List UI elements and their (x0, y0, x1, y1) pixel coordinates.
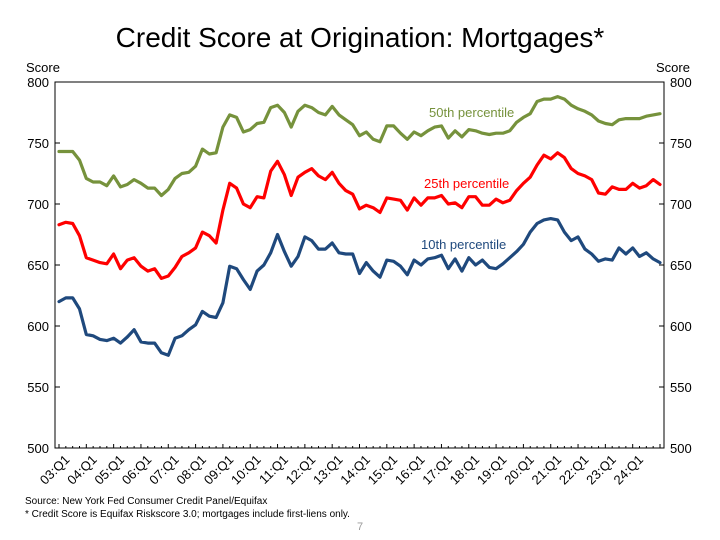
y-tick-label-right: 800 (670, 75, 692, 90)
page-title: Credit Score at Origination: Mortgages* (115, 22, 605, 53)
label-25th-percentile: 25th percentile (424, 176, 509, 191)
y-tick-label-left: 750 (27, 136, 49, 151)
x-tick-label: 11:Q1 (256, 452, 291, 487)
x-tick-label: 22:Q1 (556, 452, 592, 488)
x-tick-label: 24:Q1 (611, 452, 647, 488)
x-tick-label: 23:Q1 (583, 452, 619, 488)
x-tick-label: 10:Q1 (228, 452, 264, 488)
y-axis-title-left: Score (26, 60, 60, 75)
y-tick-label-left: 650 (27, 258, 49, 273)
y-tick-label-right: 650 (670, 258, 692, 273)
x-tick-label: 05:Q1 (91, 452, 127, 488)
series-50th-percentile-line (57, 94, 662, 198)
series-10th-percentile-line (57, 217, 662, 357)
x-tick-label: 20:Q1 (501, 452, 537, 488)
y-tick-label-right: 700 (670, 197, 692, 212)
x-tick-label: 06:Q1 (119, 452, 155, 488)
x-tick-label: 19:Q1 (474, 452, 510, 488)
x-tick-label: 03:Q1 (37, 452, 73, 488)
x-tick-label: 16:Q1 (392, 452, 428, 488)
series-25th-percentile-line (57, 151, 662, 280)
y-tick-label-left: 600 (27, 319, 49, 334)
x-tick-label: 15:Q1 (365, 452, 401, 488)
y-axis-title-right: Score (656, 60, 690, 75)
y-tick-label-right: 550 (670, 380, 692, 395)
x-tick-label: 14:Q1 (337, 452, 373, 488)
y-tick-label-right: 500 (670, 441, 692, 456)
y-tick-label-left: 800 (27, 75, 49, 90)
y-tick-label-left: 500 (27, 441, 49, 456)
x-tick-label: 12:Q1 (283, 452, 319, 488)
x-tick-label: 17:Q1 (419, 452, 455, 488)
y-tick-label-left: 700 (27, 197, 49, 212)
page-number: 7 (356, 521, 364, 533)
x-tick-label: 08:Q1 (173, 452, 209, 488)
y-tick-label-right: 600 (670, 319, 692, 334)
x-tick-label: 18:Q1 (447, 452, 483, 488)
y-tick-label-left: 550 (27, 380, 49, 395)
label-50th-percentile: 50th percentile (429, 105, 514, 120)
credit-score-footnote: * Credit Score is Equifax Riskscore 3.0;… (25, 509, 350, 520)
source-note: Source: New York Fed Consumer Credit Pan… (25, 496, 268, 507)
x-tick-label: 13:Q1 (310, 452, 346, 488)
label-10th-percentile: 10th percentile (421, 237, 506, 252)
x-tick-label: 07:Q1 (146, 452, 182, 488)
x-tick-label: 04:Q1 (64, 452, 100, 488)
x-tick-label: 09:Q1 (201, 452, 237, 488)
x-tick-label: 21:Q1 (529, 452, 565, 488)
y-tick-label-right: 750 (670, 136, 692, 151)
